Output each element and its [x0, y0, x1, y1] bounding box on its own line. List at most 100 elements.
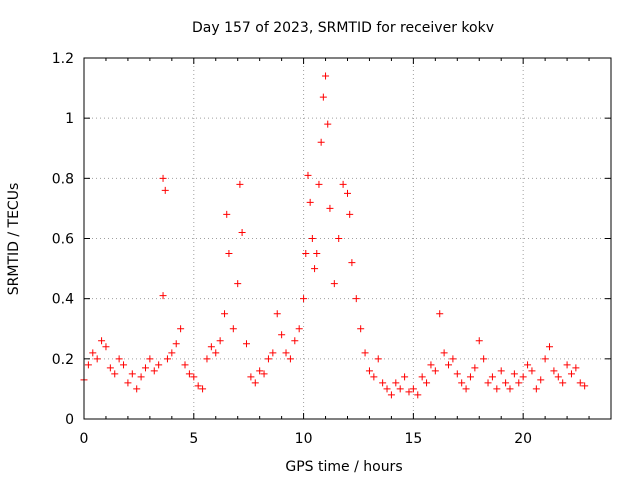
x-tick-label: 20: [514, 431, 532, 447]
data-point: [324, 120, 332, 128]
data-point: [260, 370, 268, 378]
data-point: [423, 379, 431, 387]
data-point: [111, 370, 119, 378]
data-point: [269, 349, 277, 357]
data-point: [286, 355, 294, 363]
data-point: [133, 385, 141, 393]
data-point: [161, 186, 169, 194]
data-point: [409, 385, 417, 393]
data-point: [480, 355, 488, 363]
data-point: [392, 379, 400, 387]
data-point: [445, 361, 453, 369]
data-point: [306, 198, 314, 206]
data-point: [374, 355, 382, 363]
data-point: [273, 310, 281, 318]
data-point: [229, 325, 237, 333]
data-point: [185, 370, 193, 378]
data-point: [528, 367, 536, 375]
data-point: [93, 355, 101, 363]
data-point: [212, 349, 220, 357]
data-point: [137, 373, 145, 381]
data-point: [326, 204, 334, 212]
data-point: [554, 373, 562, 381]
data-point: [532, 385, 540, 393]
y-tick-label: 0.6: [52, 232, 74, 248]
data-point: [563, 361, 571, 369]
data-point: [436, 310, 444, 318]
data-point: [462, 385, 470, 393]
data-point: [458, 379, 466, 387]
data-point: [488, 373, 496, 381]
data-point: [264, 355, 272, 363]
y-tick-label: 0.4: [52, 292, 74, 308]
y-axis-label: SRMTID / TECUs: [6, 183, 22, 296]
data-point: [256, 367, 264, 375]
data-point: [466, 373, 474, 381]
data-point: [225, 250, 233, 258]
data-point: [128, 370, 136, 378]
data-point: [155, 361, 163, 369]
data-point: [335, 235, 343, 242]
data-point: [295, 325, 303, 333]
data-points: [80, 72, 589, 399]
data-point: [84, 361, 92, 369]
data-point: [207, 343, 215, 351]
data-point: [550, 367, 558, 375]
data-point: [300, 295, 308, 303]
chart-title: Day 157 of 2023, SRMTID for receiver kok…: [192, 20, 494, 36]
data-point: [181, 361, 189, 369]
plot-frame: [83, 57, 612, 420]
data-point: [322, 72, 330, 80]
data-point: [370, 373, 378, 381]
data-point: [330, 280, 338, 288]
data-point: [194, 382, 202, 390]
data-point: [120, 361, 128, 369]
data-point: [317, 138, 325, 146]
data-point: [502, 379, 510, 387]
data-point: [282, 349, 290, 357]
x-tick-label: 0: [80, 431, 89, 447]
data-point: [510, 370, 518, 378]
data-point: [159, 174, 167, 182]
data-point: [396, 385, 404, 393]
data-point: [506, 385, 514, 393]
data-point: [361, 349, 369, 357]
data-point: [352, 295, 360, 303]
data-point: [576, 379, 584, 387]
data-point: [98, 337, 106, 345]
data-point: [475, 337, 483, 345]
y-tick-label: 1: [65, 111, 74, 127]
data-point: [546, 343, 554, 351]
data-point: [348, 259, 356, 267]
data-point: [357, 325, 365, 333]
data-point: [383, 385, 391, 393]
data-point: [497, 367, 505, 375]
data-point: [247, 373, 255, 381]
data-point: [319, 93, 327, 101]
data-point: [302, 250, 310, 258]
data-point: [308, 235, 316, 242]
data-point: [418, 373, 426, 381]
data-point: [242, 340, 250, 348]
grid-lines: [84, 58, 611, 419]
y-tick-label: 0.2: [52, 352, 74, 368]
data-point: [453, 370, 461, 378]
data-point: [102, 343, 110, 351]
x-axis-label: GPS time / hours: [285, 459, 402, 475]
data-point: [216, 337, 224, 345]
data-point: [471, 364, 479, 372]
data-point: [221, 310, 229, 318]
data-point: [401, 373, 409, 381]
data-point: [519, 373, 527, 381]
data-point: [236, 180, 244, 188]
data-point: [572, 364, 580, 372]
data-point: [304, 171, 312, 179]
data-point: [203, 355, 211, 363]
x-tick-label: 10: [295, 431, 313, 447]
data-point: [493, 385, 501, 393]
data-point: [141, 364, 149, 372]
y-tick-label: 0: [65, 412, 74, 428]
data-point: [251, 379, 259, 387]
x-tick-label: 5: [189, 431, 198, 447]
